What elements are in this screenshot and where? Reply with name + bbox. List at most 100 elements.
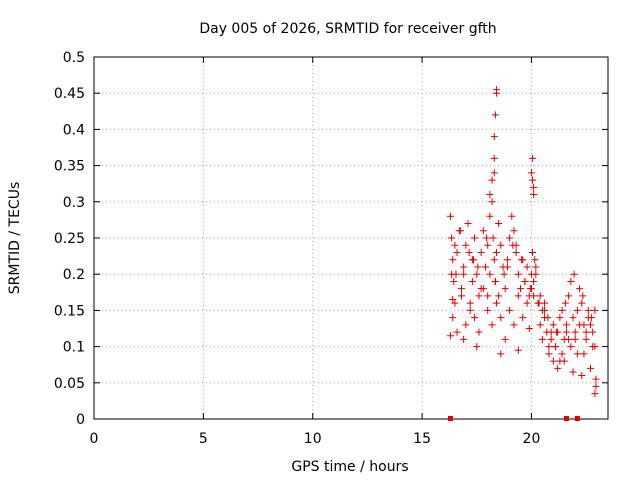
- data-point: [489, 234, 497, 242]
- data-point: [486, 212, 494, 220]
- data-point: [565, 335, 573, 343]
- data-point: [525, 325, 533, 332]
- data-point: [484, 241, 492, 249]
- data-point: [506, 234, 514, 242]
- data-point: [490, 154, 498, 162]
- data-point: [451, 241, 459, 249]
- data-point: [464, 220, 472, 228]
- data-point: [549, 357, 557, 365]
- data-point: [591, 390, 599, 398]
- data-point: [558, 350, 566, 358]
- data-point: [549, 321, 557, 329]
- data-point: [517, 285, 525, 293]
- data-point: [509, 241, 517, 249]
- data-point: [506, 306, 514, 314]
- x-tick-label: 5: [199, 431, 208, 447]
- y-tick-label: 0.2: [63, 267, 85, 283]
- data-point: [497, 350, 505, 358]
- data-point: [492, 299, 500, 307]
- y-tick-label: 0.05: [54, 376, 85, 392]
- data-point: [486, 191, 494, 199]
- data-point: [482, 263, 490, 271]
- x-tick-label: 10: [304, 431, 322, 447]
- data-point: [471, 314, 479, 322]
- data-point: [497, 241, 505, 249]
- data-point: [447, 212, 455, 220]
- data-point: [473, 343, 481, 351]
- data-point: [565, 292, 573, 300]
- data-point: [553, 328, 561, 336]
- data-point: [497, 314, 505, 322]
- data-point: [536, 292, 544, 300]
- data-point: [578, 299, 586, 307]
- data-point: [584, 306, 592, 314]
- y-tick-label: 0.35: [54, 159, 85, 175]
- data-point: [554, 364, 562, 372]
- data-point: [460, 263, 468, 271]
- data-point: [576, 321, 584, 329]
- data-point: [587, 364, 595, 372]
- y-tick-label: 0.45: [54, 86, 85, 102]
- data-point: [576, 285, 584, 293]
- data-point: [518, 256, 526, 264]
- data-point: [449, 256, 457, 264]
- data-point: [579, 292, 587, 300]
- data-point: [474, 263, 482, 271]
- data-point: [545, 343, 553, 351]
- data-point: [492, 248, 500, 256]
- data-point: [471, 234, 479, 242]
- data-point: [503, 256, 511, 264]
- data-point: [589, 328, 597, 336]
- data-point: [530, 191, 538, 199]
- data-point: [536, 321, 544, 329]
- data-point: [558, 306, 566, 314]
- y-tick-label: 0.5: [63, 50, 85, 66]
- data-point: [529, 248, 537, 256]
- data-point: [514, 270, 522, 278]
- data-point: [447, 332, 455, 340]
- data-point: [592, 375, 600, 383]
- data-point: [512, 248, 520, 256]
- axis-ticks: [93, 56, 608, 420]
- data-point: [490, 256, 498, 264]
- data-point: [457, 292, 465, 300]
- y-axis-label: SRMTID / TECUs: [7, 182, 23, 295]
- data-point: [483, 234, 491, 242]
- data-point: [473, 270, 481, 278]
- x-tick-label: 20: [523, 431, 541, 447]
- data-point: [545, 350, 553, 358]
- data-point: [591, 343, 599, 351]
- data-point: [530, 277, 538, 285]
- data-point: [448, 270, 456, 278]
- data-point: [571, 328, 579, 336]
- data-point: [501, 285, 509, 293]
- y-tick-label: 0.25: [54, 231, 85, 247]
- data-point: [541, 299, 549, 307]
- data-point: [567, 343, 575, 351]
- data-point: [453, 328, 461, 336]
- data-point: [588, 314, 596, 322]
- data-point: [475, 292, 483, 300]
- y-tick-label: 0.15: [54, 303, 85, 319]
- data-point: [514, 292, 522, 300]
- data-point: [556, 314, 564, 322]
- data-point: [521, 277, 529, 285]
- data-point: [477, 248, 485, 256]
- data-point: [488, 321, 496, 329]
- y-tick-labels: 0 0.05 0.1 0.15 0.2 0.25 0.3 0.35 0.4 0.45 0.5: [54, 50, 85, 428]
- data-point: [491, 277, 499, 285]
- data-point: [531, 256, 539, 264]
- data-point: [490, 133, 498, 141]
- data-point: [477, 285, 485, 293]
- data-point: [508, 212, 516, 220]
- data-point: [466, 299, 474, 307]
- data-point: [488, 176, 496, 184]
- data-point: [567, 277, 575, 285]
- y-tick-label: 0.4: [63, 122, 85, 138]
- data-point: [510, 321, 518, 329]
- zero-marker: [448, 416, 454, 421]
- data-point: [569, 314, 577, 322]
- data-point: [490, 169, 498, 177]
- data-point: [510, 227, 518, 235]
- data-point: [495, 292, 503, 300]
